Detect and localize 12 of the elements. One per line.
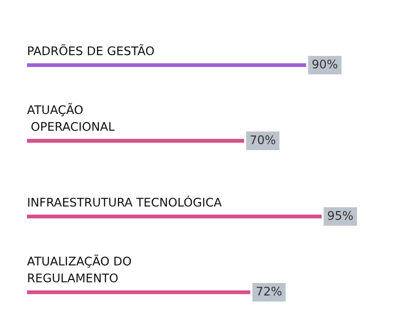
y-tick-label: INFRAESTRUTURA TECNOLÓGICA	[28, 196, 222, 207]
bar	[27, 214, 322, 218]
data-label: 70%	[250, 135, 276, 144]
y-tick-label: PADRÕES DE GESTÃO	[28, 44, 154, 56]
bar	[27, 138, 244, 143]
y-tick-label: ATUAÇÃO OPERACIONAL	[27, 103, 115, 131]
data-label: 90%	[312, 60, 338, 69]
y-tick-label: ATUALIZAÇÃO DO REGULAMENTO	[27, 254, 131, 282]
data-label: 95%	[328, 211, 353, 220]
data-label: 72%	[256, 286, 282, 296]
bar	[27, 290, 250, 294]
bar	[27, 63, 306, 67]
